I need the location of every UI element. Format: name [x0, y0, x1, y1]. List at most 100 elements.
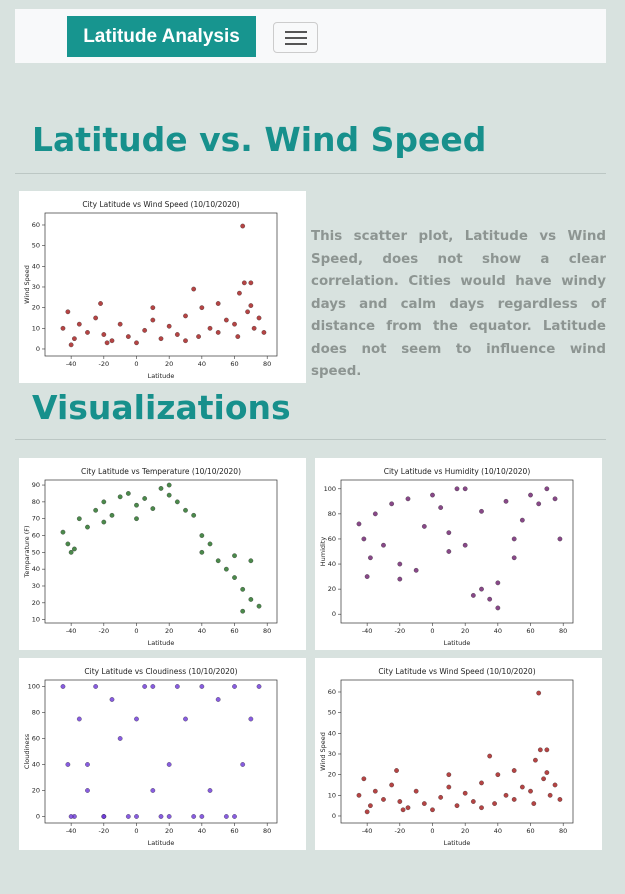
y-tick-label: 0	[36, 813, 40, 821]
plot-frame	[340, 679, 574, 824]
point	[381, 797, 386, 802]
x-axis-label: Latitude	[148, 639, 175, 647]
x-tick-label: -40	[66, 627, 77, 635]
point	[544, 747, 550, 753]
point	[166, 762, 172, 767]
point	[531, 801, 537, 806]
y-tick-label: 80	[32, 498, 40, 506]
brand-button[interactable]: Latitude Analysis	[67, 16, 256, 57]
point	[356, 521, 362, 527]
x-tick-label: 40	[198, 827, 206, 835]
point	[533, 757, 538, 763]
point	[207, 541, 213, 547]
point	[256, 684, 262, 689]
y-tick-label: 100	[28, 683, 40, 691]
point	[134, 814, 139, 819]
point	[104, 340, 110, 346]
point	[101, 519, 107, 525]
point	[166, 492, 172, 498]
x-tick-label: -40	[362, 827, 373, 835]
point	[150, 684, 156, 689]
point	[438, 505, 444, 510]
point	[191, 814, 197, 819]
point	[241, 280, 247, 286]
y-tick-label: 30	[32, 283, 40, 291]
section-heading: Latitude vs. Wind Speed	[32, 120, 487, 159]
y-tick-label: 100	[324, 485, 336, 493]
point	[405, 496, 411, 502]
y-tick-label: 20	[32, 599, 40, 607]
point	[503, 792, 509, 798]
point	[261, 330, 267, 335]
point	[117, 321, 123, 327]
point	[224, 814, 229, 819]
point	[520, 517, 525, 523]
y-tick-label: 40	[32, 565, 40, 573]
point	[174, 684, 180, 689]
point	[142, 684, 148, 689]
point	[511, 797, 517, 802]
point	[372, 788, 378, 794]
y-tick-label: 50	[328, 709, 336, 717]
point	[215, 330, 221, 335]
point	[544, 770, 550, 775]
y-tick-label: 0	[332, 812, 336, 820]
point	[134, 340, 139, 346]
point	[76, 516, 82, 522]
x-tick-label: 20	[165, 827, 173, 835]
point	[93, 315, 98, 321]
point	[98, 301, 103, 306]
point	[400, 807, 406, 813]
divider	[15, 439, 606, 440]
x-tick-label: 20	[165, 627, 173, 635]
point	[109, 512, 115, 518]
point	[150, 317, 156, 323]
point	[207, 325, 213, 331]
point	[125, 491, 131, 496]
x-tick-label: 40	[198, 360, 206, 368]
point	[413, 788, 419, 794]
y-tick-label: 10	[32, 616, 40, 624]
point	[248, 597, 254, 602]
point	[235, 334, 241, 339]
chart-title: City Latitude vs Cloudiness (10/10/2020)	[84, 667, 237, 676]
point	[438, 795, 444, 800]
point	[479, 586, 484, 592]
y-tick-label: 0	[332, 610, 336, 618]
x-tick-label: 80	[263, 827, 271, 835]
x-tick-label: 60	[230, 360, 238, 368]
point	[60, 529, 66, 535]
x-axis-label: Latitude	[148, 839, 175, 847]
point	[240, 587, 246, 592]
point	[405, 805, 411, 811]
point	[232, 321, 237, 327]
chart-title: City Latitude vs Wind Speed (10/10/2020)	[378, 667, 535, 676]
point	[557, 536, 563, 542]
point	[372, 511, 378, 517]
point	[85, 762, 90, 767]
x-axis-label: Latitude	[444, 839, 471, 847]
x-tick-label: 60	[230, 627, 238, 635]
point	[430, 492, 435, 498]
point	[101, 499, 107, 505]
point	[207, 788, 213, 793]
point	[495, 580, 501, 586]
point	[150, 305, 156, 310]
x-tick-label: 60	[230, 827, 238, 835]
point	[361, 536, 367, 542]
point	[117, 494, 123, 500]
point	[487, 753, 493, 759]
y-tick-label: 90	[32, 481, 40, 489]
point	[232, 553, 237, 559]
x-tick-label: 80	[263, 360, 271, 368]
point	[240, 762, 246, 767]
chart-title: City Latitude vs Temperature (10/10/2020…	[81, 467, 241, 476]
point	[454, 803, 460, 808]
y-tick-label: 60	[32, 221, 40, 229]
x-axis-label: Latitude	[444, 639, 471, 647]
y-tick-label: 50	[32, 242, 40, 250]
menu-toggle[interactable]	[273, 22, 318, 53]
y-tick-label: 20	[328, 771, 336, 779]
point	[65, 541, 71, 547]
x-tick-label: 40	[494, 827, 502, 835]
